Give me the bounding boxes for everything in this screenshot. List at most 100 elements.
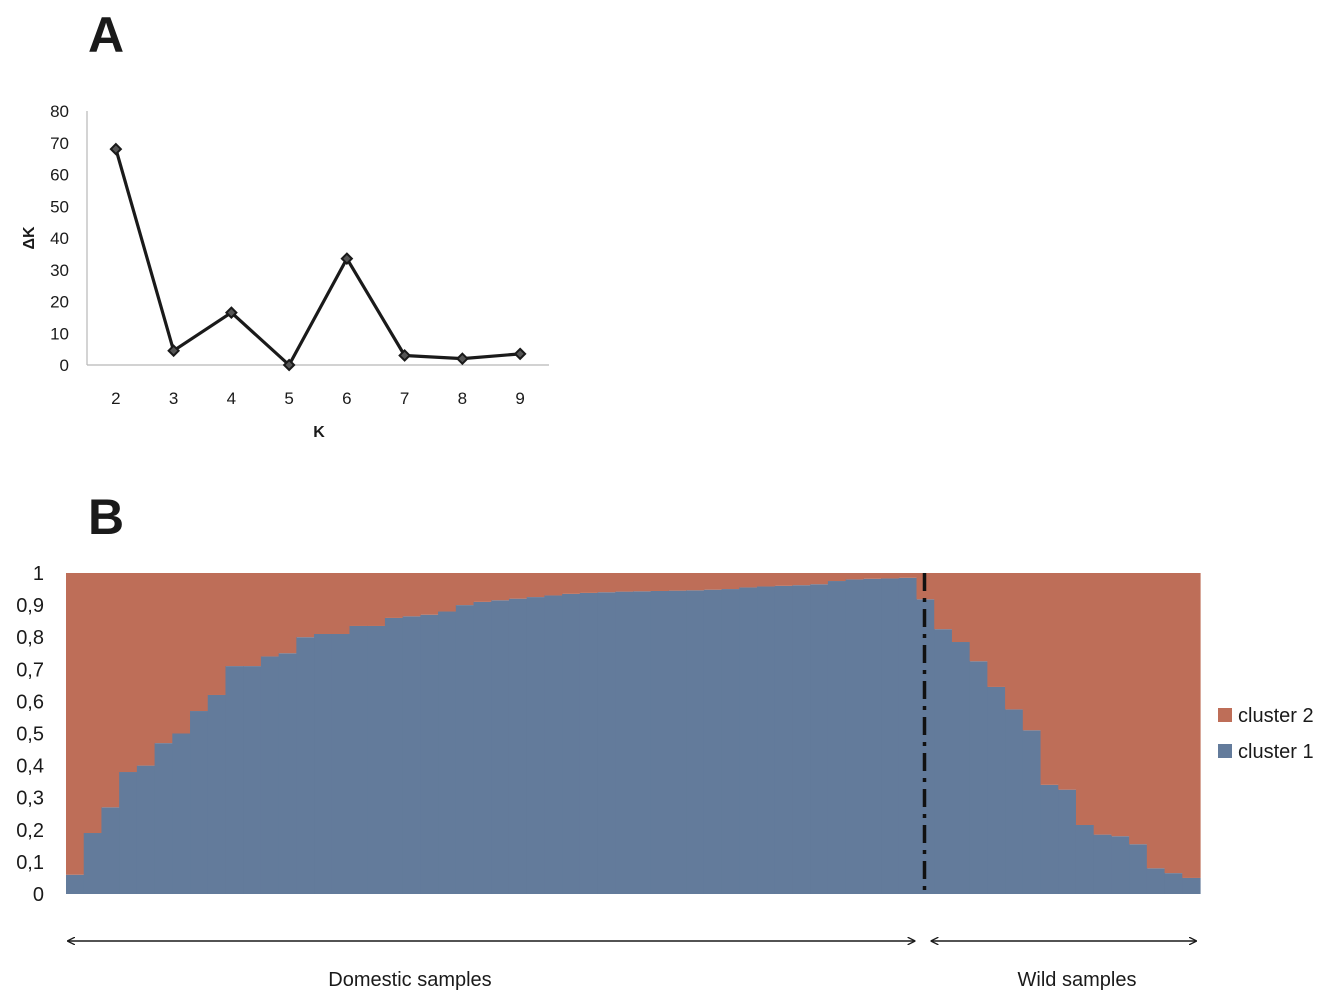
bar-cluster-1 xyxy=(863,578,882,894)
b-y-tick-label: 0,8 xyxy=(16,627,44,649)
bar-cluster-2 xyxy=(544,573,563,596)
a-data-point xyxy=(340,252,354,266)
bar-cluster-2 xyxy=(1129,573,1148,845)
bar-cluster-2 xyxy=(827,573,847,582)
bar-cluster-2 xyxy=(810,573,829,585)
bar-cluster-1 xyxy=(898,577,918,894)
bar-cluster-2 xyxy=(1005,573,1024,710)
bar-cluster-2 xyxy=(615,573,634,592)
bar-cluster-1 xyxy=(845,579,864,894)
bar-cluster-1 xyxy=(1058,789,1077,894)
b-y-tick-labels: 0 0,1 0,2 0,3 0,4 0,5 0,6 0,7 0,8 0,9 1 xyxy=(16,563,44,906)
bar-cluster-1 xyxy=(615,591,634,894)
bar-cluster-1 xyxy=(916,599,935,894)
bar-cluster-1 xyxy=(1146,868,1166,894)
bar-cluster-2 xyxy=(473,573,492,602)
bar-cluster-1 xyxy=(190,711,209,894)
bar-cluster-2 xyxy=(1022,573,1042,731)
bar-cluster-1 xyxy=(650,590,670,894)
a-data-point xyxy=(282,358,296,372)
a-x-axis-label: K xyxy=(313,424,325,441)
bar-cluster-1 xyxy=(331,633,351,894)
b-y-tick-label: 0,1 xyxy=(16,852,44,874)
bar-cluster-1 xyxy=(349,625,368,894)
bar-cluster-2 xyxy=(136,573,156,766)
a-y-tick-label: 40 xyxy=(50,229,69,248)
panel-label-b: B xyxy=(88,489,124,545)
bar-cluster-2 xyxy=(686,573,705,591)
a-y-tick-label: 50 xyxy=(50,197,69,216)
a-y-tick-label: 70 xyxy=(50,134,69,153)
bar-cluster-2 xyxy=(1164,573,1183,874)
bar-cluster-2 xyxy=(1058,573,1077,790)
bar-cluster-1 xyxy=(225,666,244,894)
bar-cluster-2 xyxy=(1111,573,1130,837)
bar-cluster-1 xyxy=(260,656,280,894)
bar-cluster-1 xyxy=(1022,730,1042,894)
legend-swatch-cluster-1 xyxy=(1218,744,1232,758)
bar-cluster-1 xyxy=(597,592,616,894)
bar-cluster-1 xyxy=(438,611,457,894)
b-y-tick-label: 0,7 xyxy=(16,659,44,681)
bar-cluster-1 xyxy=(314,633,333,894)
bar-cluster-2 xyxy=(633,573,652,592)
bar-cluster-1 xyxy=(491,600,510,894)
bar-cluster-1 xyxy=(1164,873,1183,894)
bar-cluster-2 xyxy=(101,573,120,808)
bar-cluster-1 xyxy=(686,590,705,894)
a-y-tick-label: 60 xyxy=(50,166,69,185)
bar-cluster-2 xyxy=(83,573,103,834)
bar-cluster-1 xyxy=(278,653,297,894)
bar-cluster-1 xyxy=(1005,709,1024,894)
bar-cluster-1 xyxy=(633,591,652,894)
a-x-tick-labels: 2 3 4 5 6 7 8 9 xyxy=(111,389,525,408)
a-x-tick-label: 7 xyxy=(400,389,409,408)
bar-cluster-1 xyxy=(774,585,794,894)
b-y-tick-label: 0,9 xyxy=(16,595,44,617)
bar-cluster-1 xyxy=(934,629,953,894)
b-y-tick-label: 0,6 xyxy=(16,691,44,713)
bar-cluster-2 xyxy=(154,573,173,744)
bar-cluster-2 xyxy=(66,573,85,875)
bar-cluster-2 xyxy=(367,573,386,626)
bar-cluster-1 xyxy=(136,765,156,894)
bar-cluster-1 xyxy=(562,593,581,894)
bar-cluster-1 xyxy=(757,586,776,894)
legend-label-cluster-2: cluster 2 xyxy=(1238,705,1314,727)
bar-cluster-1 xyxy=(721,589,740,894)
bar-cluster-2 xyxy=(987,573,1006,687)
bar-cluster-1 xyxy=(1129,844,1148,894)
bar-cluster-1 xyxy=(526,597,546,894)
bar-cluster-2 xyxy=(119,573,138,773)
a-series-markers xyxy=(109,142,527,372)
b-y-tick-label: 0,5 xyxy=(16,724,44,746)
a-y-tick-label: 20 xyxy=(50,293,69,312)
a-series-line xyxy=(114,148,521,367)
bar-cluster-2 xyxy=(314,573,333,634)
bar-cluster-1 xyxy=(579,592,599,894)
bar-cluster-2 xyxy=(455,573,475,606)
bar-cluster-1 xyxy=(455,605,475,894)
bar-cluster-1 xyxy=(951,642,971,894)
bar-cluster-1 xyxy=(420,614,439,894)
a-x-tick-label: 5 xyxy=(284,389,293,408)
b-y-tick-label: 1 xyxy=(33,563,44,585)
bar-cluster-1 xyxy=(1040,784,1059,894)
bar-cluster-2 xyxy=(438,573,457,612)
a-y-axis-label: ΔK xyxy=(21,226,38,250)
bar-cluster-2 xyxy=(526,573,546,598)
bar-cluster-1 xyxy=(473,601,492,894)
bar-cluster-2 xyxy=(792,573,811,586)
bar-cluster-2 xyxy=(508,573,528,599)
bar-cluster-1 xyxy=(827,581,847,894)
bar-cluster-2 xyxy=(845,573,864,580)
bar-cluster-1 xyxy=(207,694,227,894)
b-y-tick-label: 0 xyxy=(33,884,44,906)
b-y-tick-label: 0,4 xyxy=(16,756,44,778)
bar-cluster-1 xyxy=(384,617,404,894)
a-y-tick-label: 80 xyxy=(50,102,69,121)
bar-cluster-2 xyxy=(172,573,191,734)
a-x-tick-label: 4 xyxy=(227,389,236,408)
bar-cluster-2 xyxy=(774,573,794,586)
